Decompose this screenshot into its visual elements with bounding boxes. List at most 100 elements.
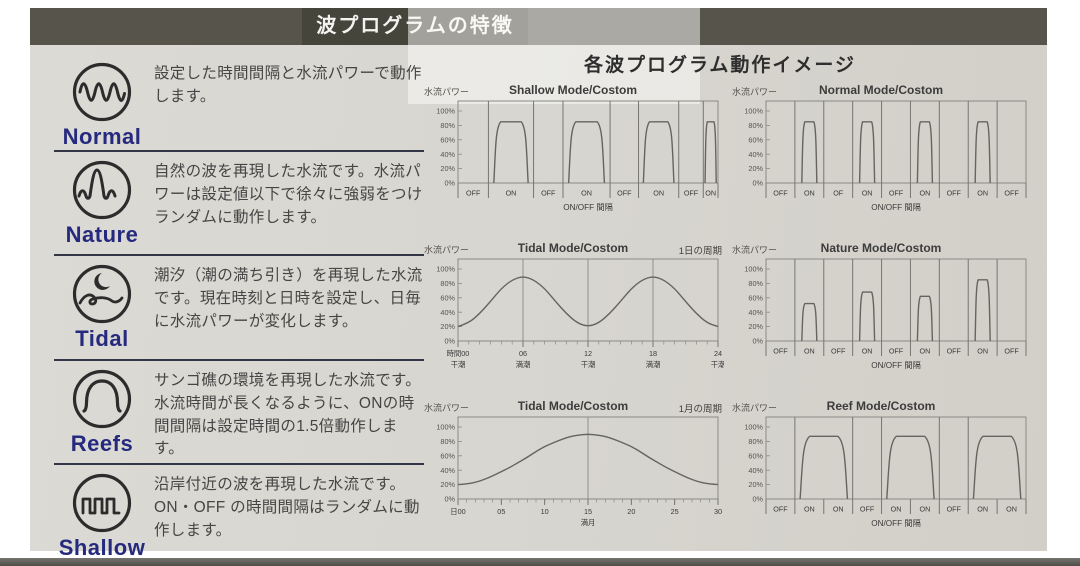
svg-text:60%: 60% [748, 293, 763, 302]
mode-description: サンゴ礁の環境を再現した水流です。水流時間が長くなるように、ONの時間間隔は設定… [154, 372, 422, 458]
svg-text:満潮: 満潮 [516, 360, 531, 369]
svg-text:60%: 60% [440, 293, 455, 302]
svg-text:ON: ON [977, 505, 988, 514]
mode-name: Nature [65, 222, 139, 247]
svg-text:OFF: OFF [889, 347, 904, 356]
svg-text:40%: 40% [748, 150, 763, 159]
svg-text:80%: 80% [748, 121, 763, 130]
mode-name: Tidal [75, 326, 129, 351]
flow-power-axis-label: 水流パワー [424, 403, 470, 413]
shallow-square-wave-icon [72, 473, 132, 533]
svg-text:0%: 0% [444, 337, 455, 346]
svg-text:0%: 0% [444, 179, 455, 188]
svg-text:ON: ON [833, 505, 844, 514]
chart-title: Tidal Mode/Costom [517, 241, 629, 255]
mode-row-nature: Nature 自然の波を再現した水流です。水流パワーは設定値以下で徐々に強弱をつ… [54, 152, 424, 256]
svg-text:OFF: OFF [773, 505, 788, 514]
svg-text:干潮: 干潮 [581, 360, 596, 369]
svg-text:06: 06 [519, 349, 527, 358]
mode-row-reefs: Reefs サンゴ礁の環境を再現した水流です。水流時間が長くなるように、ONの時… [54, 361, 424, 465]
svg-text:OFF: OFF [541, 189, 556, 198]
svg-text:ON: ON [581, 189, 592, 198]
svg-text:ON: ON [804, 347, 815, 356]
mode-row-normal: Normal 設定した時間間隔と水流パワーで動作します。 [54, 54, 424, 152]
svg-text:ON: ON [977, 347, 988, 356]
svg-text:60%: 60% [440, 451, 455, 460]
svg-text:20%: 20% [748, 480, 763, 489]
svg-text:日00: 日00 [450, 507, 465, 516]
mode-description: 沿岸付近の波を再現した水流です。ON・OFF の時間間隔はランダムに動作します。 [154, 476, 420, 539]
chart-reef-mode: 水流パワー Reef Mode/Costom 100% 80% 60% 40% 20% 0… [730, 398, 1032, 550]
svg-text:10: 10 [541, 507, 549, 516]
svg-text:100%: 100% [436, 107, 455, 116]
svg-text:24: 24 [714, 349, 722, 358]
reef-mode-plot: 100% 80% 60% 40% 20% 0% OFF ON ON OFF ON ON OFF ON ON O… [744, 416, 1027, 528]
svg-text:干潮: 干潮 [711, 360, 724, 369]
nature-mode-plot: 100% 80% 60% 40% 20% 0% OFF ON OFF ON OFF ON OFF ON OF… [744, 258, 1027, 370]
mode-list: Normal 設定した時間間隔と水流パワーで動作します。 Nature 自然の波… [42, 54, 424, 560]
mode-icon-block: Normal [54, 54, 150, 150]
svg-text:ON/OFF 間隔: ON/OFF 間隔 [871, 361, 921, 370]
svg-text:40%: 40% [748, 308, 763, 317]
svg-text:OFF: OFF [831, 347, 846, 356]
svg-text:05: 05 [497, 507, 505, 516]
tidal-month-plot: 100% 80% 60% 40% 20% 0% 日00 05 10 15 満月 20 25 30 [436, 416, 722, 527]
svg-text:80%: 80% [440, 437, 455, 446]
svg-text:100%: 100% [436, 423, 455, 432]
svg-text:OFF: OFF [947, 189, 962, 198]
flow-power-axis-label: 水流パワー [424, 87, 470, 97]
chart-title: Nature Mode/Costom [820, 241, 942, 255]
chart-nature-mode: 水流パワー Nature Mode/Costom 100% 80% 60% 40% 20… [730, 240, 1032, 392]
svg-text:ON: ON [862, 347, 873, 356]
svg-text:40%: 40% [440, 150, 455, 159]
chart-title: Tidal Mode/Costom [517, 399, 629, 413]
shallow-mode-plot: 100% 80% 60% 40% 20% 0% OFF ON OFF ON OFF ON OFF ON ON… [436, 100, 719, 212]
chart-tidal-month-mode: 水流パワー Tidal Mode/Costom 1月の周期 100% 80% 60%… [422, 398, 724, 550]
svg-text:OFF: OFF [1004, 189, 1019, 198]
mode-icon-block: Tidal [54, 256, 150, 352]
svg-text:0%: 0% [752, 495, 763, 504]
mode-row-tidal: Tidal 潮汐（潮の満ち引き）を再現した水流です。現在時刻と日時を設定し、日毎… [54, 256, 424, 361]
paper-overlay [408, 8, 700, 104]
svg-text:ON: ON [705, 189, 716, 198]
svg-text:100%: 100% [744, 265, 763, 274]
svg-text:0%: 0% [444, 495, 455, 504]
svg-text:0%: 0% [752, 179, 763, 188]
charts-header: 各波プログラム動作イメージ [583, 55, 857, 76]
svg-text:ON/OFF 間隔: ON/OFF 間隔 [871, 203, 921, 212]
svg-text:ON: ON [977, 189, 988, 198]
mode-name: Shallow [58, 535, 146, 560]
svg-text:20%: 20% [440, 164, 455, 173]
svg-text:ON: ON [653, 189, 664, 198]
svg-text:ON: ON [919, 347, 930, 356]
mode-row-shallow: Shallow 沿岸付近の波を再現した水流です。ON・OFF の時間間隔はランダ… [54, 465, 424, 560]
svg-text:ON: ON [804, 189, 815, 198]
svg-text:60%: 60% [440, 135, 455, 144]
flow-power-axis-label: 水流パワー [732, 245, 778, 255]
svg-text:40%: 40% [440, 308, 455, 317]
mode-icon-block: Reefs [54, 361, 150, 457]
svg-text:12: 12 [584, 349, 592, 358]
svg-text:ON: ON [919, 189, 930, 198]
svg-text:20%: 20% [748, 322, 763, 331]
svg-text:ON/OFF 間隔: ON/OFF 間隔 [563, 203, 613, 212]
svg-text:80%: 80% [748, 279, 763, 288]
svg-text:20: 20 [627, 507, 635, 516]
tidal-day-plot: 100% 80% 60% 40% 20% 0% 時間00 干潮 06 満潮 12 干潮 18 満潮 24 干潮 [436, 258, 724, 369]
svg-text:ON: ON [506, 189, 517, 198]
svg-text:ON/OFF 間隔: ON/OFF 間隔 [871, 519, 921, 528]
cycle-label: 1月の周期 [678, 404, 722, 415]
svg-text:OF: OF [833, 189, 844, 198]
svg-text:ON: ON [1006, 505, 1017, 514]
svg-text:40%: 40% [440, 466, 455, 475]
svg-text:OFF: OFF [889, 189, 904, 198]
charts-grid: 水流パワー Shallow Mode/Costom 100% 80% 60% 40% 2… [422, 82, 1030, 550]
svg-text:0%: 0% [752, 337, 763, 346]
mode-name: Reefs [70, 431, 134, 456]
nature-wavelet-icon [72, 160, 132, 220]
flow-power-axis-label: 水流パワー [732, 403, 778, 413]
chart-shallow-mode: 水流パワー Shallow Mode/Costom 100% 80% 60% 40% 2… [422, 82, 724, 234]
bottom-edge-strip [0, 558, 1080, 566]
svg-text:OFF: OFF [773, 189, 788, 198]
